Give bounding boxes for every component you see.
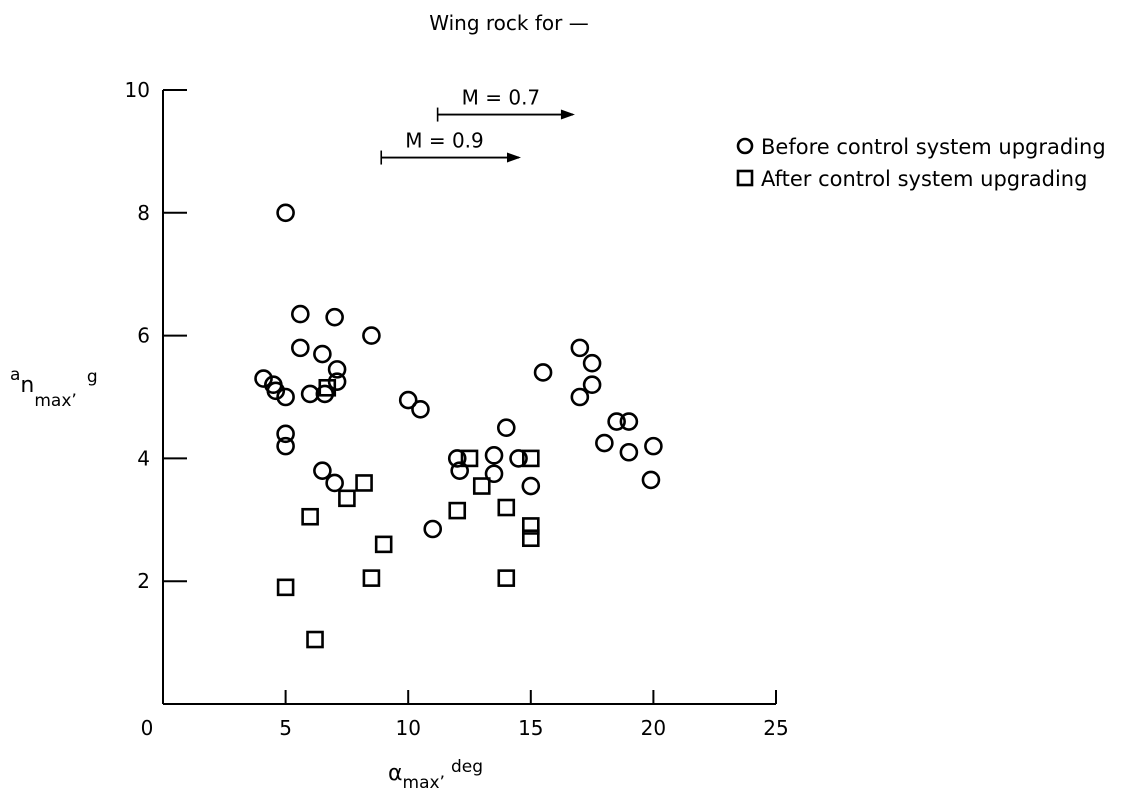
annotation-arrowhead [506, 152, 521, 163]
y-tick-label: 6 [137, 324, 150, 348]
x-axis-label-unit: deg [451, 757, 483, 777]
circle-data-point [521, 476, 541, 496]
y-tick-label: 10 [125, 78, 150, 102]
mach-annotations: M = 0.7 M = 0.9 [380, 86, 575, 165]
circle-data-point [398, 390, 418, 410]
x-tick-label: 5 [279, 716, 292, 740]
x-tick-label: 25 [763, 716, 788, 740]
x-axis-label: αmax’ deg [388, 757, 483, 793]
square-data-point [497, 498, 516, 517]
circle-data-point [509, 449, 528, 468]
square-data-point [338, 489, 356, 508]
legend-square-marker [736, 169, 754, 187]
circle-data-point [644, 436, 663, 456]
square-data-point [355, 474, 373, 492]
x-tick-label: 20 [641, 716, 666, 740]
square-data-point [521, 517, 540, 535]
circle-data-point [641, 470, 661, 490]
square-data-point [318, 378, 337, 397]
data-points [254, 203, 663, 649]
circle-data-point [595, 433, 614, 453]
chart-title: Wing rock for — [429, 11, 588, 35]
y-axis-label-subscript-n: n [20, 373, 34, 398]
y-axis-label: anmax’ g [10, 365, 98, 411]
x-axis-label-symbol: α [388, 761, 403, 786]
circle-data-point [423, 519, 443, 539]
circle-data-point [570, 338, 590, 358]
legend-circle-marker [736, 137, 754, 155]
circle-data-point [447, 449, 467, 468]
circle-data-point [254, 369, 273, 388]
annotation-label: M = 0.7 [462, 86, 541, 110]
legend-label-after: After control system upgrading [761, 167, 1087, 191]
circle-data-point [291, 338, 310, 358]
square-data-point [497, 569, 516, 587]
y-axis-label-subscript-max: max’ [34, 391, 76, 411]
circle-data-point [315, 384, 335, 404]
circle-data-point [276, 387, 295, 407]
annotation-label: M = 0.9 [405, 129, 484, 153]
circle-data-point [496, 418, 516, 438]
y-tick-label: 8 [137, 201, 150, 225]
circle-data-point [484, 446, 504, 465]
circle-data-point [276, 424, 295, 444]
circle-data-point [266, 381, 286, 401]
y-axis-label-symbol: a [10, 365, 20, 385]
y-tick-label: 4 [137, 446, 150, 470]
circle-data-point [327, 372, 347, 391]
circle-data-point [411, 399, 430, 419]
legend-label-before: Before control system upgrading [761, 135, 1106, 159]
circle-data-point [533, 363, 553, 382]
square-data-point [301, 507, 319, 526]
circle-data-point [607, 412, 626, 431]
circle-data-point [313, 461, 332, 480]
square-data-point [472, 477, 491, 495]
square-data-point [362, 569, 381, 587]
annotation-arrowhead [560, 109, 575, 120]
x-axis-label-subscript: max’ [403, 773, 445, 793]
circle-data-point [327, 360, 347, 379]
legend: Before control system upgrading After co… [736, 135, 1106, 191]
circle-data-point [450, 461, 469, 480]
circle-data-point [582, 375, 602, 395]
x-tick-label: 0 [141, 716, 154, 740]
axes: 0 5 10 15 20 25 2 4 6 8 10 [125, 78, 789, 740]
circle-data-point [291, 304, 310, 324]
square-data-point [448, 501, 467, 520]
square-data-point [521, 449, 540, 468]
y-axis-label-unit: g [87, 367, 98, 387]
circle-data-point [484, 464, 504, 484]
circle-data-point [362, 326, 381, 345]
circle-data-point [325, 473, 344, 493]
circle-data-point [570, 387, 590, 407]
circle-data-point [325, 307, 344, 327]
circle-data-point [313, 344, 332, 364]
square-data-point [374, 535, 393, 554]
square-data-point [276, 578, 295, 597]
y-tick-label: 2 [137, 569, 150, 593]
square-data-point [306, 630, 324, 649]
square-data-point [460, 449, 479, 468]
circle-data-point [276, 436, 295, 456]
x-tick-label: 15 [518, 716, 543, 740]
circle-data-point [619, 412, 639, 431]
square-data-point [521, 529, 540, 548]
circle-data-point [619, 442, 639, 462]
circle-data-point [276, 203, 295, 223]
circle-data-point [582, 353, 602, 373]
x-tick-label: 10 [395, 716, 420, 740]
